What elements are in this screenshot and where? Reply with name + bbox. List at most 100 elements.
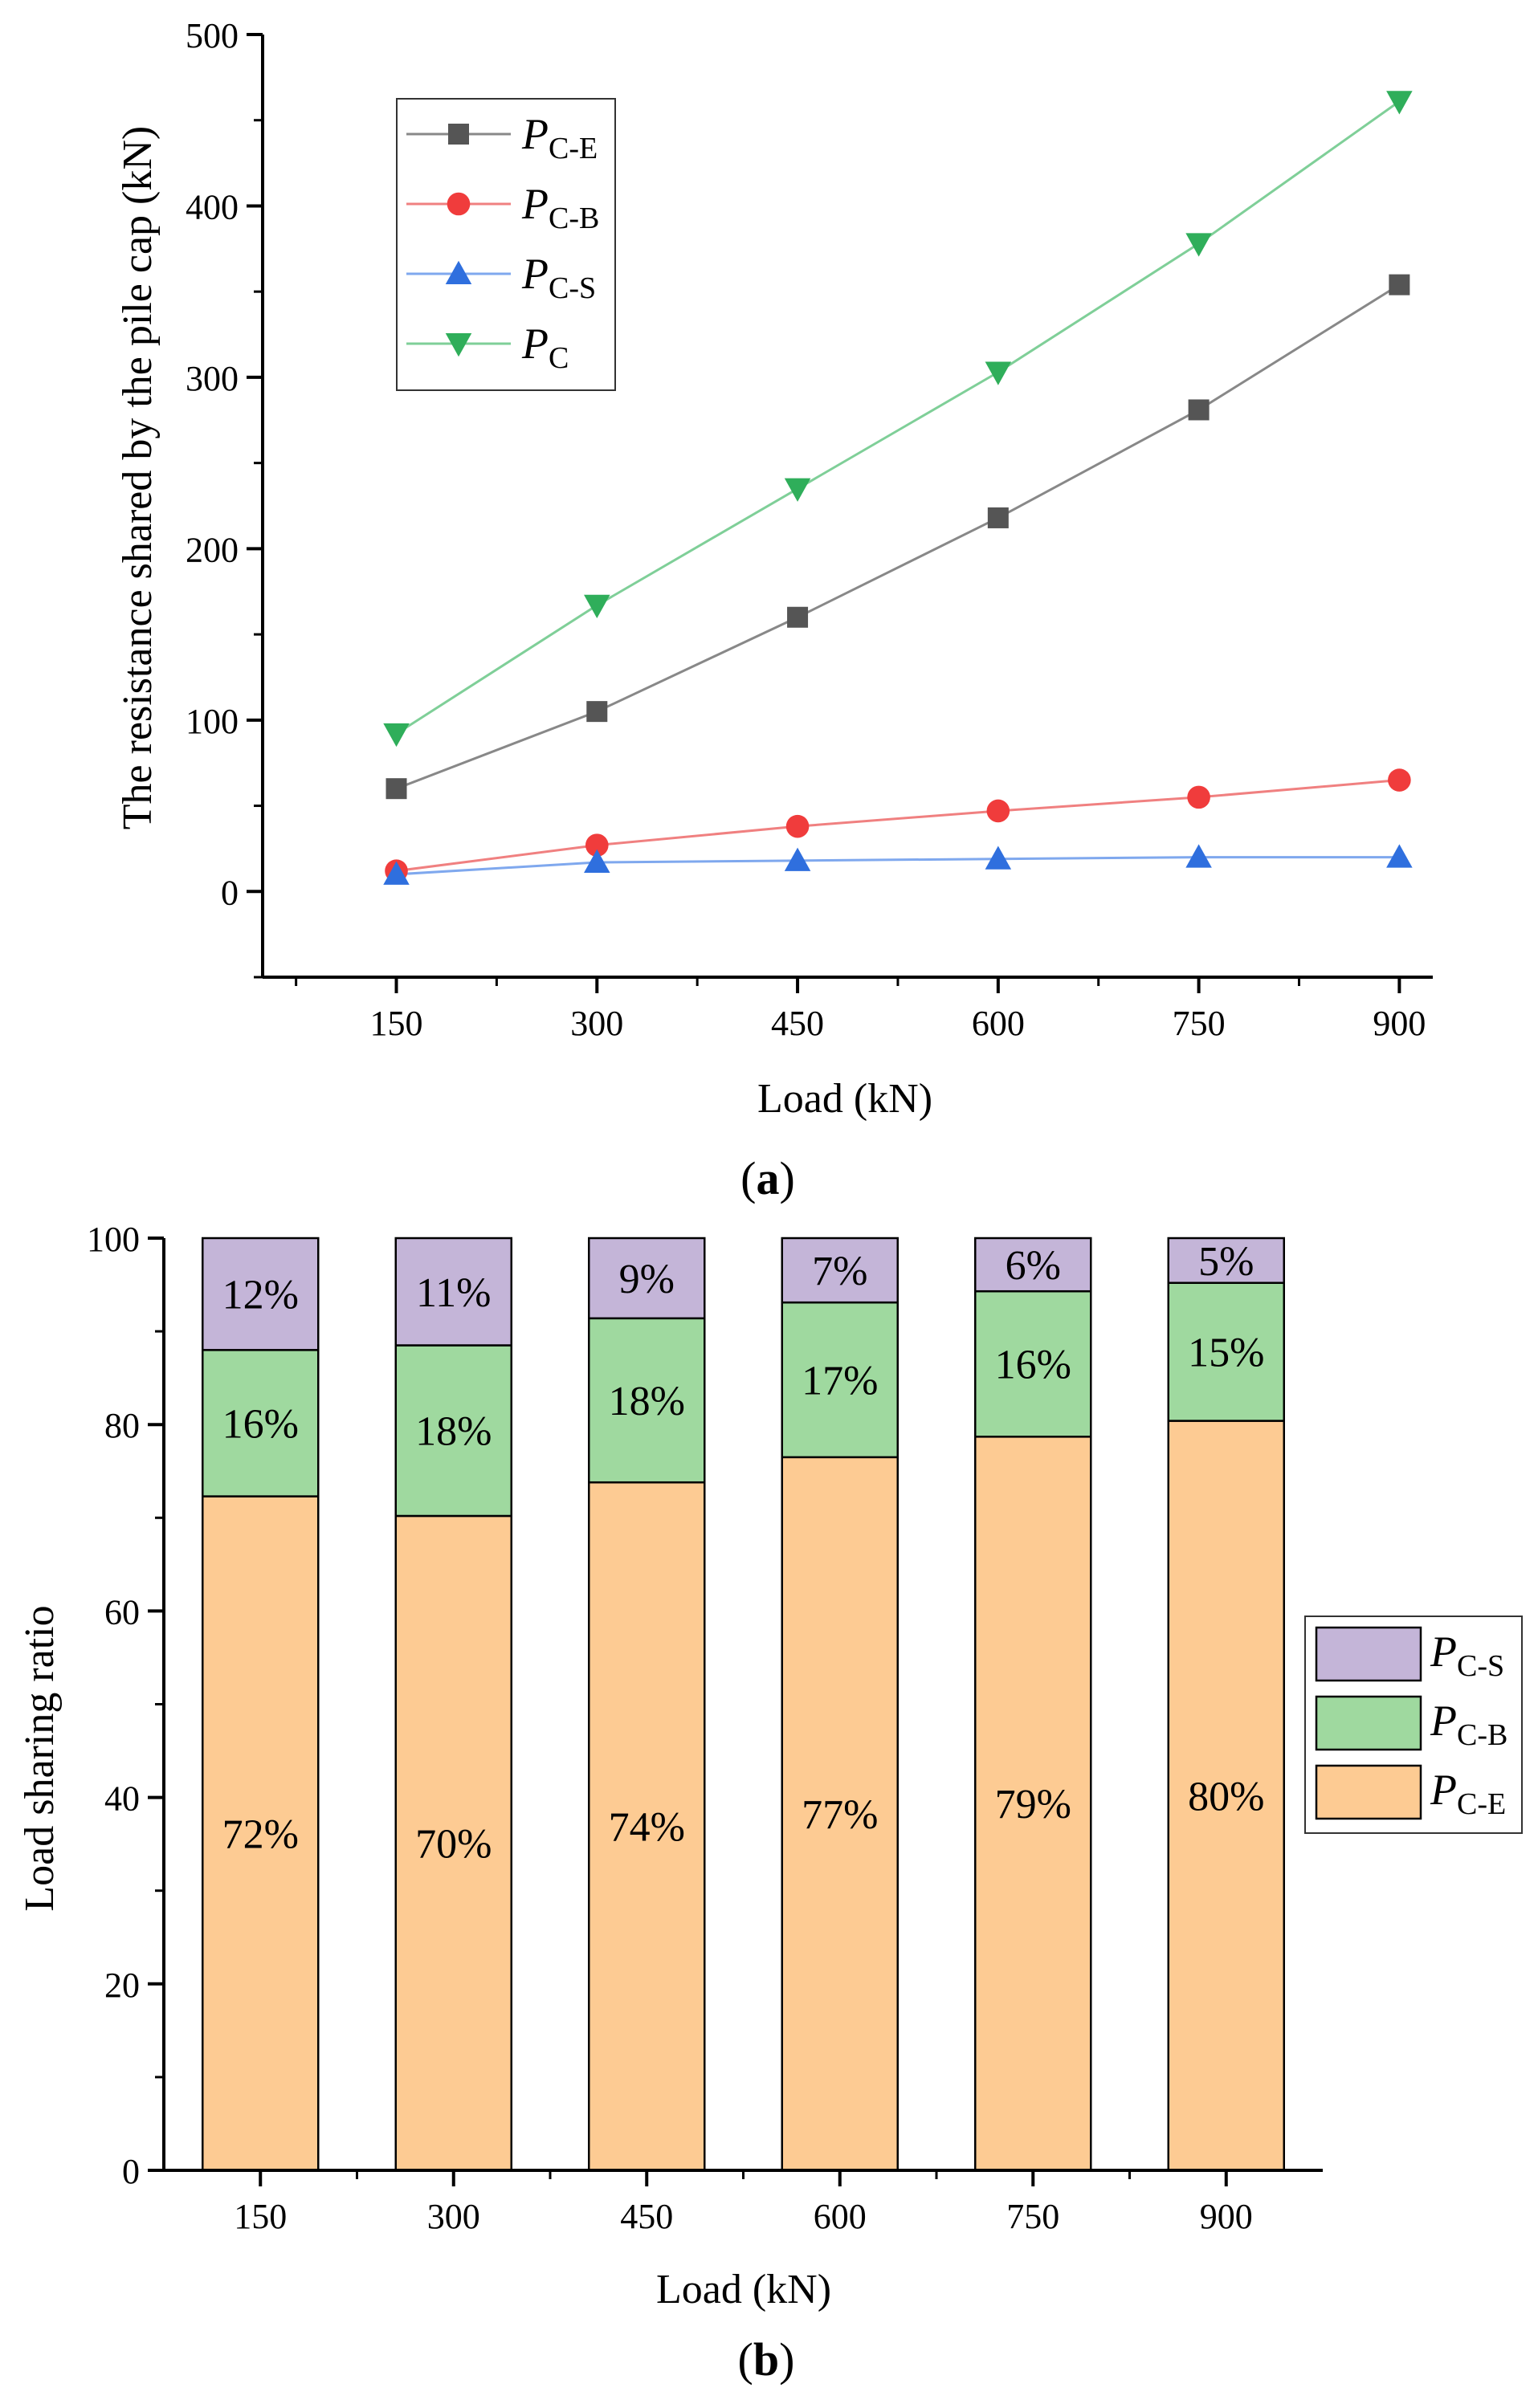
panel-a-y-tick-label: 100 — [186, 702, 239, 741]
panel-b-y-tick-label: 0 — [122, 2152, 140, 2191]
panel-b-data-label: 70% — [415, 1821, 492, 1867]
panel-a-point-c — [1185, 233, 1212, 257]
panel-b-bar-segment-c-b — [781, 1301, 899, 1459]
panel-b-bar-labels: 72% 16% 12% 70% 18% 11% 74% 18% 9% 77% 17% 7% 79% 16%… — [222, 1239, 1265, 1868]
panel-a-point-c-e — [787, 606, 809, 628]
panel-b-bar-segment-c-e — [781, 1456, 899, 2172]
panel-b-x-tick-label: 750 — [1006, 2197, 1059, 2236]
panel-a-x-tick-label: 600 — [972, 1004, 1025, 1043]
panel-a-legend-marker — [445, 333, 472, 357]
panel-a-x-axis-label: Load (kN) — [757, 1076, 932, 1122]
panel-a-point-c-e — [987, 507, 1009, 528]
panel-b-bar-segment-c-e — [202, 1495, 320, 2172]
panel-b-legend-label: PC-E — [1430, 1766, 1506, 1821]
panel-b-y-tick-label: 100 — [87, 1220, 140, 1259]
panel-b-bar-segment-c-e — [588, 1481, 706, 2172]
panel-a-point-c-e — [586, 701, 608, 723]
panel-b-bar-segment-c-s — [781, 1237, 899, 1304]
panel-b-stacked-bar-chart: 72% 16% 12% 70% 18% 11% 74% 18% 9% 77% 17% 7% 79% 16%… — [17, 1220, 1523, 2386]
panel-a-x-tick-label: 900 — [1373, 1004, 1426, 1043]
panel-b-data-label: 80% — [1188, 1774, 1264, 1819]
panel-a-legend-label-sub: C — [549, 341, 569, 375]
panel-b-data-label: 6% — [1006, 1243, 1061, 1289]
panel-b-tick-labels: 0 20 40 60 80 100 150 300 450 600 750 900 — [87, 1220, 1253, 2236]
panel-b-legend-label-sub: C-E — [1457, 1787, 1506, 1821]
panel-a-y-axis-label: The resistance shared by the pile cap (k… — [115, 126, 161, 829]
panel-b-data-label: 18% — [415, 1409, 492, 1455]
panel-a-y-tick-label: 300 — [186, 359, 239, 398]
panel-a-point-c-s — [584, 849, 610, 873]
panel-b-y-tick-label: 80 — [104, 1406, 140, 1445]
panel-a-axes — [247, 33, 1433, 993]
panel-a-legend-label-sub: C-B — [549, 202, 599, 235]
panel-b-legend-label: PC-B — [1430, 1697, 1507, 1752]
panel-a-point-c — [584, 594, 610, 619]
panel-a-y-tick-label: 500 — [186, 16, 239, 55]
panel-a-legend-label: PC-E — [521, 110, 598, 165]
panel-b-x-tick-label: 450 — [620, 2197, 673, 2236]
panel-b-bar-segment-c-b — [202, 1349, 320, 1497]
panel-b-caption: (b) — [738, 2333, 795, 2386]
panel-a-point-c-b — [1187, 785, 1210, 809]
panel-b-data-label: 74% — [609, 1805, 685, 1851]
panel-b-data-label: 79% — [995, 1782, 1071, 1827]
panel-a-line-c-b — [396, 779, 1400, 873]
panel-b-data-label: 15% — [1188, 1330, 1264, 1376]
panel-b-bar-segment-c-b — [588, 1317, 706, 1484]
panel-b-legend: PC-SPC-BPC-E — [1304, 1616, 1523, 1834]
panel-b-legend-swatch — [1315, 1626, 1422, 1682]
panel-a-point-c-s — [1386, 844, 1413, 868]
panel-a-point-c-e — [386, 778, 407, 800]
panel-a-legend-label: PC — [521, 320, 569, 375]
panel-b-legend-label-main: P — [1430, 1628, 1457, 1676]
panel-a-line-c-e — [395, 283, 1401, 790]
panel-a-point-c-s — [383, 861, 410, 885]
panel-b-y-tick-label: 20 — [104, 1966, 140, 2005]
panel-b-data-label: 77% — [802, 1792, 878, 1838]
panel-a-legend-label: PC-S — [521, 250, 596, 305]
panel-b-data-label: 11% — [416, 1270, 491, 1316]
panel-a-point-c — [985, 361, 1012, 385]
panel-b-y-axis-label: Load sharing ratio — [17, 1605, 63, 1911]
panel-a-point-c-b — [1388, 768, 1411, 792]
panel-b-legend-label-main: P — [1430, 1766, 1457, 1814]
panel-b-legend-swatch — [1315, 1695, 1422, 1751]
panel-a-line-c-s — [396, 856, 1400, 876]
panel-b-letter: b — [753, 2333, 779, 2386]
panel-b-data-label: 72% — [222, 1811, 299, 1857]
panel-b-bar-segment-c-b — [1167, 1281, 1285, 1422]
panel-a-point-c-e — [1389, 274, 1410, 295]
panel-b-bar-segment-c-b — [394, 1344, 512, 1518]
panel-a-x-tick-label: 750 — [1173, 1004, 1226, 1043]
panel-b-x-tick-label: 300 — [427, 2197, 480, 2236]
panel-a-letter: a — [757, 1152, 780, 1204]
panel-a-tick-labels: 0 100 200 300 400 500 150 300 450 600 750 900 — [186, 16, 1426, 1043]
panel-b-legend-label-sub: C-B — [1457, 1718, 1507, 1752]
panel-a-legend-label-sub: C-S — [549, 271, 596, 305]
panel-a-x-tick-label: 150 — [370, 1004, 423, 1043]
panel-b-y-tick-label: 60 — [104, 1592, 140, 1632]
panel-b-x-axis-label: Load (kN) — [656, 2267, 831, 2312]
panel-b-bar-segment-c-s — [1167, 1237, 1285, 1284]
panel-a-y-tick-label: 400 — [186, 187, 239, 226]
panel-a-point-c — [383, 723, 410, 748]
panel-b-legend-label-sub: C-S — [1457, 1649, 1504, 1683]
panel-a-legend-label-sub: C-E — [549, 132, 598, 165]
panel-b-data-label: 12% — [222, 1273, 299, 1318]
panel-b-bar-segment-c-s — [588, 1237, 706, 1320]
panel-a-x-tick-label: 450 — [771, 1004, 824, 1043]
panel-b-data-label: 7% — [812, 1249, 867, 1294]
panel-a-point-c-s — [784, 847, 811, 871]
panel-b-x-tick-label: 900 — [1200, 2197, 1253, 2236]
panel-b-bar-segment-c-s — [202, 1237, 320, 1351]
panel-a-point-c — [784, 478, 811, 502]
panel-b-bar-segment-c-s — [394, 1237, 512, 1347]
panel-b-bar-segment-c-s — [974, 1237, 1092, 1293]
panel-a-legend-label: PC-B — [521, 180, 599, 235]
panel-a-line-c — [395, 100, 1401, 735]
panel-a-legend-marker — [445, 260, 472, 284]
panel-b-data-label: 5% — [1198, 1239, 1254, 1285]
panel-b-legend-label-main: P — [1430, 1697, 1457, 1745]
